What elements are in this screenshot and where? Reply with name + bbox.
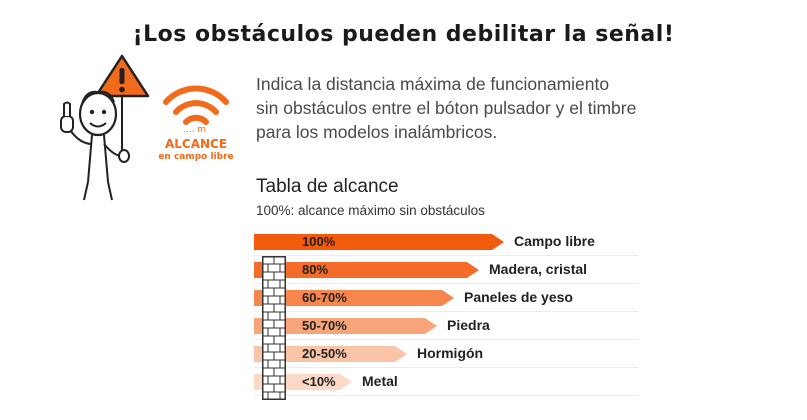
range-material: Paneles de yeso [464,289,573,305]
range-percent: 20-50% [302,346,347,361]
intro-line-1: Indica la distancia máxima de funcionami… [256,74,610,94]
headline: ¡Los obstáculos pueden debilitar la seña… [132,22,675,47]
intro-text: Indica la distancia máxima de funcionami… [256,72,776,144]
range-bar [254,234,504,250]
range-value: .... m [183,125,207,135]
range-bar [254,262,479,278]
range-percent: 60-70% [302,290,347,305]
range-title: ALCANCE [164,137,228,151]
range-material: Piedra [447,317,490,333]
range-subtitle: en campo libre [158,152,234,162]
range-row: 100% Campo libre [254,228,638,256]
range-bar [254,318,437,334]
range-percent: <10% [302,374,336,389]
range-bar [254,290,454,306]
range-material: Campo libre [514,233,595,249]
table-subtitle: 100%: alcance máximo sin obstáculos [256,203,485,218]
table-title: Tabla de alcance [256,176,399,197]
intro-line-3: para los modelos inalámbricos. [256,122,498,142]
wifi-signal-icon [163,85,229,125]
range-row: 60-70% Paneles de yeso [254,284,638,312]
range-percent: 50-70% [302,318,347,333]
range-row: 20-50% Hormigón [254,340,638,368]
warning-sign-mascot-icon [60,54,150,201]
range-row: <10% Metal [254,368,638,396]
range-material: Metal [362,373,398,389]
range-bar [254,346,407,362]
range-row: 80% Madera, cristal [254,256,638,284]
brick-wall-icon [262,256,286,400]
range-row: 50-70% Piedra [254,312,638,340]
range-material: Madera, cristal [489,261,588,277]
range-percent: 100% [302,234,336,249]
range-material: Hormigón [417,345,484,361]
range-percent: 80% [302,262,329,277]
intro-line-2: sin obstáculos entre el bóton pulsador y… [256,98,637,118]
